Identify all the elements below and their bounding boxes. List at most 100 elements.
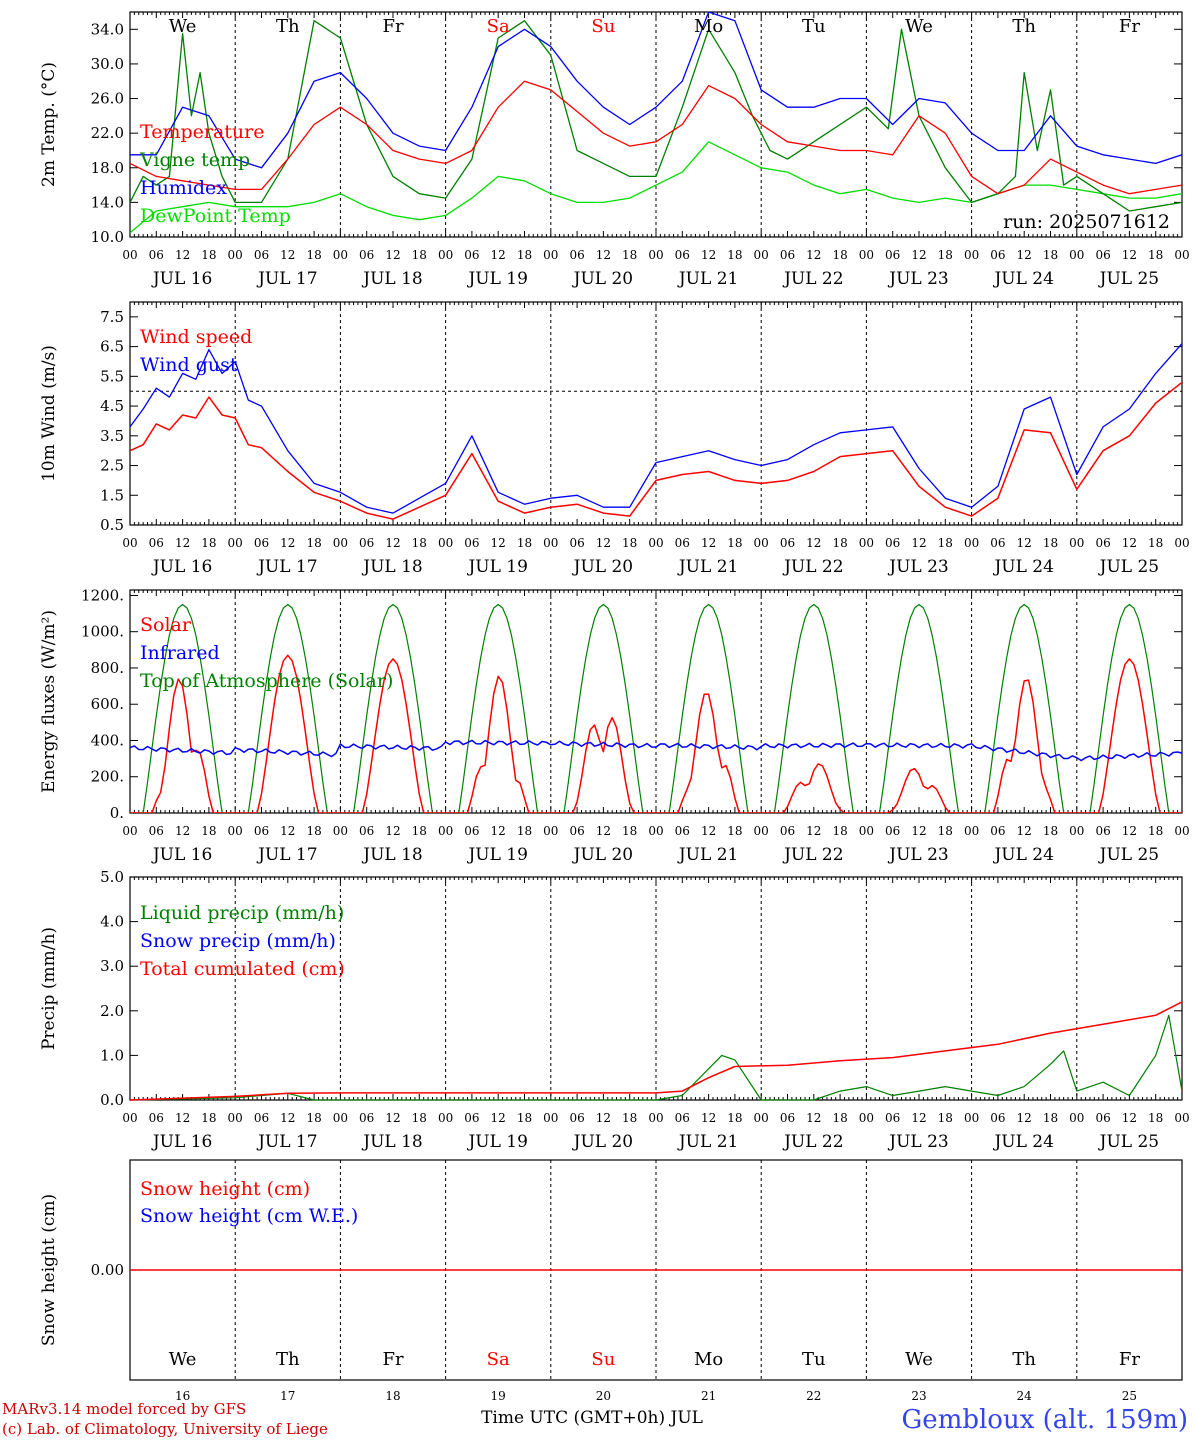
- hour-label: 18: [412, 824, 427, 838]
- date-label: JUL 22: [782, 845, 843, 865]
- y-tick-label: 0.0: [100, 1091, 124, 1109]
- hour-label: 00: [228, 536, 243, 550]
- credit-note: (c) Lab. of Climatology, University of L…: [2, 1420, 328, 1438]
- hour-label: 12: [1122, 536, 1137, 550]
- hour-label: 06: [149, 536, 164, 550]
- hour-label: 00: [438, 824, 453, 838]
- day-number-label: 25: [1122, 1389, 1137, 1403]
- legend-wind-gust: Wind gust: [140, 354, 238, 376]
- hour-label: 06: [1095, 536, 1110, 550]
- date-label: JUL 25: [1098, 1132, 1159, 1152]
- hour-label: 18: [306, 1111, 321, 1125]
- hour-label: 06: [149, 824, 164, 838]
- hour-label: 12: [175, 1111, 190, 1125]
- hour-label: 12: [1017, 1111, 1032, 1125]
- y-tick-label: 4.5: [100, 397, 124, 415]
- date-label: JUL 19: [466, 269, 527, 289]
- hour-label: 00: [543, 536, 558, 550]
- hour-label: 18: [1148, 824, 1163, 838]
- hour-label: 12: [280, 536, 295, 550]
- date-label: JUL 19: [466, 1132, 527, 1152]
- date-label: JUL 16: [151, 1132, 212, 1152]
- series-line-2: [130, 12, 1182, 169]
- hour-label: 12: [806, 536, 821, 550]
- hour-label: 00: [964, 248, 979, 262]
- weekday-label: Mo: [694, 16, 723, 37]
- date-label: JUL 23: [887, 269, 948, 289]
- hour-label: 00: [754, 1111, 769, 1125]
- y-tick-label: 4.0: [100, 913, 124, 931]
- hour-label: 12: [911, 536, 926, 550]
- hour-label: 18: [938, 824, 953, 838]
- hour-label: 18: [622, 536, 637, 550]
- y-tick-label: 0.5: [100, 516, 124, 534]
- weekday-label: Th: [1012, 1349, 1036, 1370]
- hour-label: 18: [1043, 1111, 1058, 1125]
- date-label: JUL 16: [151, 557, 212, 577]
- hour-label: 18: [832, 248, 847, 262]
- y-tick-label: 7.5: [100, 308, 124, 326]
- hour-label: 12: [806, 248, 821, 262]
- hour-label: 12: [701, 536, 716, 550]
- hour-label: 00: [543, 1111, 558, 1125]
- y-axis-title: 2m Temp. (°C): [39, 62, 59, 187]
- series-line-solar: [130, 654, 1182, 813]
- y-tick-label: 1200.: [81, 586, 124, 604]
- hour-label: 00: [1069, 824, 1084, 838]
- hour-label: 06: [359, 824, 374, 838]
- date-label: JUL 23: [887, 557, 948, 577]
- hour-label: 00: [438, 1111, 453, 1125]
- hour-label: 06: [149, 248, 164, 262]
- temperature-panel: 00 06 12 18 JUL 16 00 06 12 18 JUL 17 00 06 12 18 JUL …: [39, 11, 1190, 289]
- hour-label: 18: [727, 824, 742, 838]
- hour-label: 06: [464, 536, 479, 550]
- hour-label: 00: [964, 1111, 979, 1125]
- hour-label: 18: [306, 824, 321, 838]
- legend-liquid-precip-mm-h: Liquid precip (mm/h): [140, 902, 344, 924]
- series-line-toa-solar: [130, 603, 1182, 813]
- date-label: JUL 20: [572, 1132, 633, 1152]
- date-label: JUL 18: [361, 557, 422, 577]
- date-label: JUL 16: [151, 269, 212, 289]
- date-label: JUL 24: [992, 557, 1053, 577]
- date-label: JUL 18: [361, 845, 422, 865]
- hour-label: 00: [648, 248, 663, 262]
- hour-label: 00: [1069, 1111, 1084, 1125]
- hour-label: 18: [201, 248, 216, 262]
- hour-label: 06: [990, 1111, 1005, 1125]
- hour-label: 18: [1043, 248, 1058, 262]
- hour-label: 06: [675, 1111, 690, 1125]
- date-label: JUL 22: [782, 1132, 843, 1152]
- day-number-label: 24: [1017, 1389, 1033, 1403]
- date-label: JUL 20: [572, 269, 633, 289]
- hour-label: 06: [885, 1111, 900, 1125]
- hour-label: 06: [1095, 248, 1110, 262]
- date-label: JUL 17: [256, 845, 317, 865]
- hour-label: 06: [780, 536, 795, 550]
- hour-label: 00: [543, 824, 558, 838]
- weekday-label: We: [169, 1349, 197, 1370]
- hour-label: 00: [228, 248, 243, 262]
- hour-label: 12: [911, 824, 926, 838]
- y-tick-label: 6.5: [100, 338, 124, 356]
- hour-label: 00: [648, 536, 663, 550]
- date-label: JUL 20: [572, 845, 633, 865]
- day-number-label: 21: [701, 1389, 716, 1403]
- hour-label: 06: [254, 1111, 269, 1125]
- hour-label: 00: [122, 248, 137, 262]
- hour-label: 18: [727, 536, 742, 550]
- series-line-liquid-precip: [130, 1014, 1182, 1101]
- precip-panel: 00 06 12 18 JUL 16 00 06 12 18 JUL 17 00 06 12 18 JUL …: [39, 868, 1190, 1152]
- hour-label: 06: [149, 1111, 164, 1125]
- y-tick-label: 0.: [110, 804, 124, 822]
- hour-label: 18: [201, 1111, 216, 1125]
- hour-label: 00: [438, 248, 453, 262]
- y-tick-label: 10.0: [91, 228, 124, 246]
- legend-top-of-atmosphere-solar: Top of Atmosphere (Solar): [140, 670, 393, 692]
- hour-label: 18: [517, 824, 532, 838]
- date-label: JUL 17: [256, 1132, 317, 1152]
- hour-label: 12: [701, 1111, 716, 1125]
- hour-label: 18: [938, 536, 953, 550]
- hour-label: 18: [938, 1111, 953, 1125]
- hour-label: 00: [859, 824, 874, 838]
